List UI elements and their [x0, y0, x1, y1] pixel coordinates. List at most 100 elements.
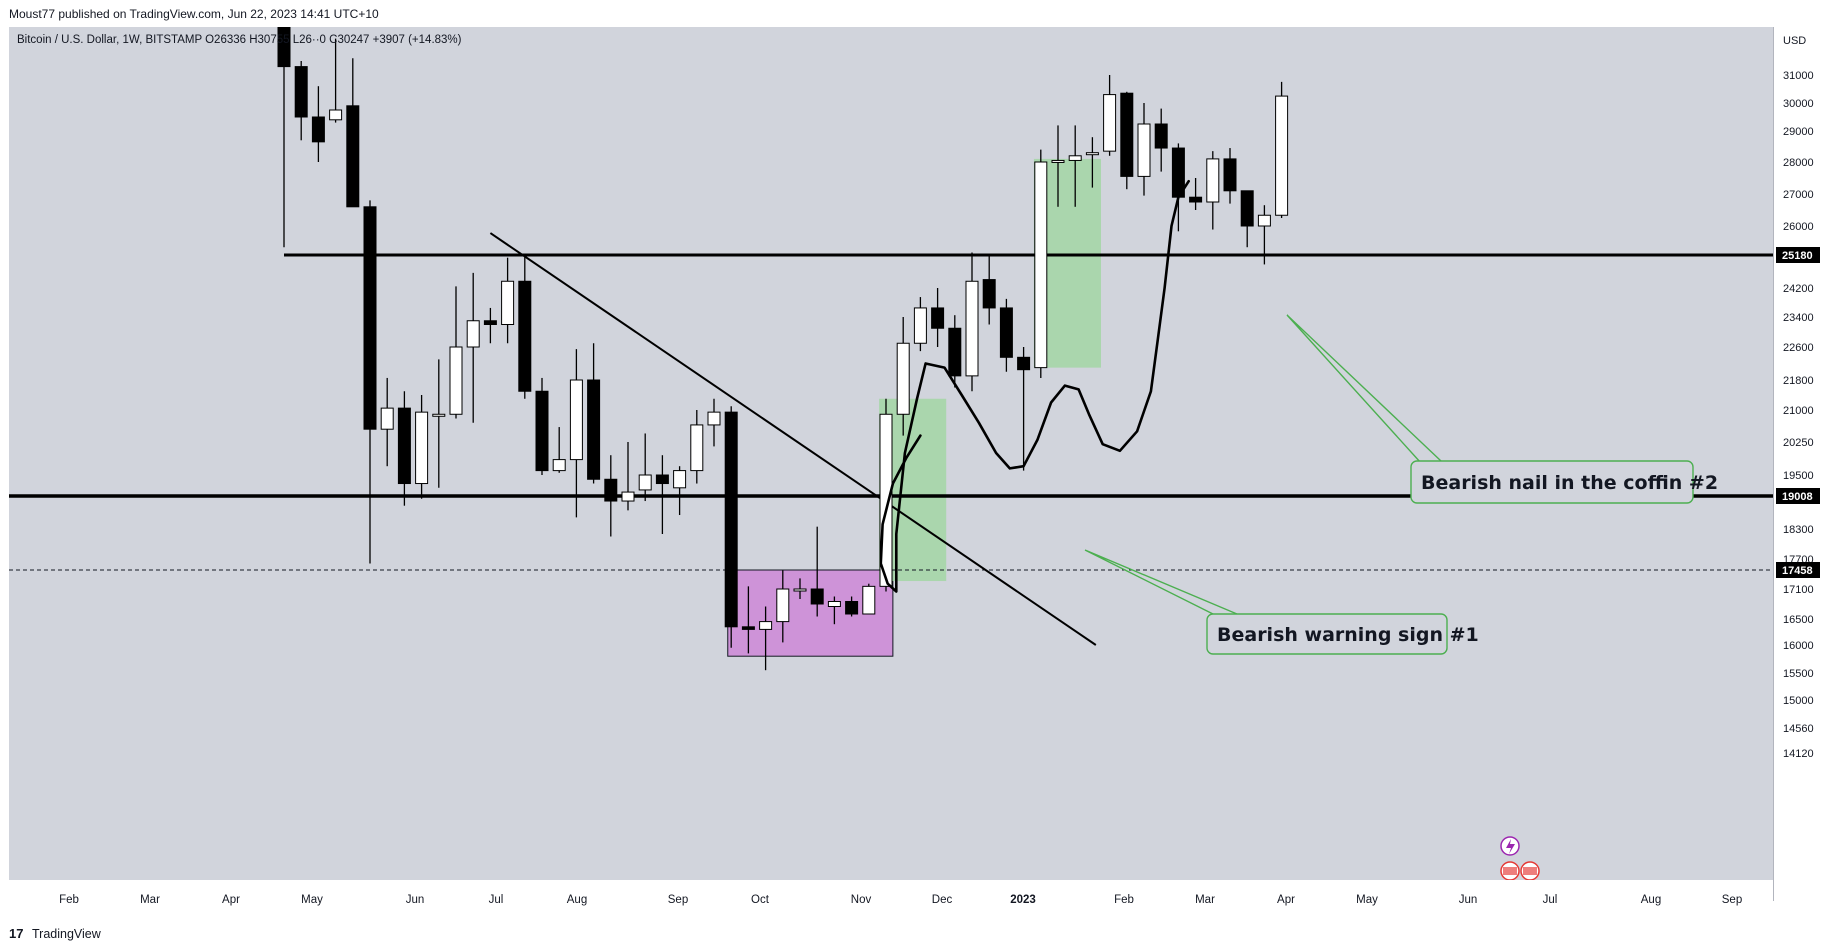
candle-body [1034, 161, 1048, 369]
price-tick-label: 14560 [1783, 723, 1814, 735]
price-badge [1776, 488, 1820, 504]
candle-body [518, 280, 532, 392]
candle-body [1103, 94, 1117, 152]
candle-body [724, 411, 738, 628]
price-tick-label: 27000 [1783, 189, 1814, 201]
callout-nail-2: Bearish nail in the coffin #2 [1286, 314, 1718, 504]
time-tick-label: Jul [489, 894, 504, 906]
candle-body [690, 424, 704, 472]
published-by-text: Moust77 published on TradingView.com, Ju… [9, 7, 379, 21]
candle-body [604, 478, 618, 502]
lightning-glyph-icon [1506, 839, 1515, 854]
time-tick-label: Jun [1459, 894, 1478, 906]
plot-area: Bearish warning sign #1 Bearish nail in t… [9, 27, 1773, 880]
time-tick-label: Dec [932, 894, 953, 906]
event-icons [1500, 836, 1540, 880]
time-tick-label: Oct [751, 894, 770, 906]
time-axis-labels: Feb Mar Apr May Jun Jul Aug Sep Oct Nov Dec 2023 Feb… [59, 894, 1742, 906]
candle-body [501, 280, 515, 326]
publish-header: Moust77 published on TradingView.com, Ju… [0, 0, 1835, 26]
candle-body [621, 491, 635, 502]
price-badge [1776, 247, 1820, 263]
candle-body [810, 588, 824, 605]
candle-body [741, 626, 755, 630]
candle-body [913, 307, 927, 344]
candle-body [982, 279, 996, 309]
candle-body [965, 280, 979, 377]
candle-body [346, 105, 360, 208]
price-tick-label: 23400 [1783, 312, 1814, 324]
candle-body [1137, 123, 1151, 177]
candle-body [931, 307, 945, 329]
candle-body [432, 413, 446, 417]
flag-stripes-icon [1503, 867, 1517, 875]
candle-body [1223, 158, 1237, 192]
time-tick-label: Aug [1641, 894, 1661, 906]
candle-body [759, 621, 773, 630]
time-tick-label: Mar [140, 894, 160, 906]
candle-body [569, 379, 583, 461]
price-tick-label: 19500 [1783, 470, 1814, 482]
callout-warning-1-box [1206, 613, 1448, 655]
candle-body [896, 342, 910, 415]
callout-warning-1-text: Bearish warning sign #1 [1217, 624, 1479, 646]
time-tick-label: Feb [1114, 894, 1134, 906]
candle-body [1120, 92, 1134, 177]
time-tick-label: Sep [668, 894, 688, 906]
candle-body [380, 407, 394, 430]
price-axis-labels: USD 31000 30000 29000 28000 27000 26000 25180 24… [1776, 35, 1820, 760]
candle-body [948, 327, 962, 377]
price-tick-label: 16000 [1783, 640, 1814, 652]
price-tick-label: 20250 [1783, 437, 1814, 449]
time-tick-label: May [1356, 894, 1378, 906]
candle-body [1257, 214, 1271, 227]
price-axis[interactable] [1773, 27, 1835, 901]
currency-label: USD [1783, 35, 1806, 47]
candle-body [329, 109, 343, 121]
time-tick-label: Sep [1722, 894, 1742, 906]
candle-body [1068, 155, 1082, 161]
candle-body [449, 346, 463, 415]
candle-body [707, 411, 721, 426]
time-tick-label: Apr [1277, 894, 1295, 906]
price-tick-label: 21800 [1783, 375, 1814, 387]
time-tick-label: Feb [59, 894, 79, 906]
callout-nail-2-pointer [1286, 314, 1442, 464]
price-badge-label: 17458 [1782, 565, 1813, 577]
brand-name: TradingView [32, 927, 101, 941]
callout-warning-1: Bearish warning sign #1 [1084, 549, 1479, 655]
flag-stripes-icon [1523, 867, 1537, 875]
time-tick-label: Aug [567, 894, 587, 906]
candle-body [776, 588, 790, 623]
price-tick-label: 31000 [1783, 70, 1814, 82]
candle-body [1017, 356, 1031, 371]
candle-body [1189, 196, 1203, 203]
candle-body [1154, 123, 1168, 149]
symbol-info: Bitcoin / U.S. Dollar, 1W, BITSTAMP O263… [17, 34, 462, 46]
price-tick-label: 26000 [1783, 221, 1814, 233]
candle-body [999, 307, 1013, 358]
time-tick-label: Nov [851, 894, 872, 906]
time-tick-label: Mar [1195, 894, 1215, 906]
candle-body [827, 601, 841, 607]
price-tick-label: 17100 [1783, 584, 1814, 596]
price-tick-label: 29000 [1783, 126, 1814, 138]
price-tick-label: 21000 [1783, 405, 1814, 417]
candle-body [862, 585, 876, 615]
price-tick-label: 30000 [1783, 98, 1814, 110]
time-tick-label: 2023 [1010, 894, 1036, 906]
descending-trendline [489, 232, 1097, 646]
price-tick-label: 24200 [1783, 283, 1814, 295]
time-tick-label: May [301, 894, 323, 906]
candle-body [397, 407, 411, 485]
chart-layer: Bearish warning sign #1 Bearish nail in t… [9, 27, 1820, 906]
candle-body [655, 474, 669, 485]
candle-body [415, 411, 429, 485]
candle-body [1206, 158, 1220, 203]
candle-body [552, 459, 566, 472]
price-badge-label: 19008 [1782, 491, 1813, 503]
candle-body [1085, 152, 1099, 156]
candle-body [1051, 159, 1065, 163]
time-axis[interactable] [9, 880, 1773, 901]
